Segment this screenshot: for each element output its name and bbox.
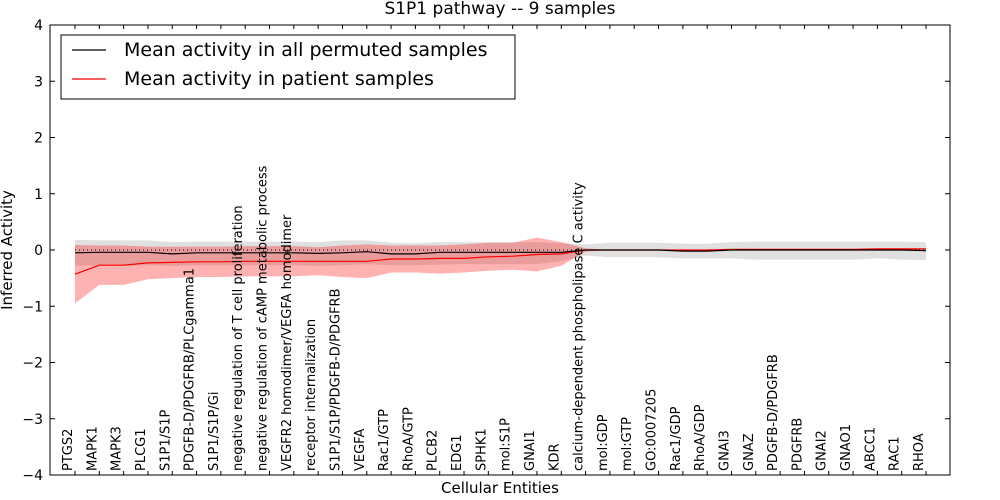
y-tick-label: −2 [22, 356, 43, 372]
category-label: negative regulation of cAMP metabolic pr… [256, 165, 271, 471]
category-label: receptor internalization [304, 319, 319, 471]
category-label: PDGFB-D/PDGFRB/PLCgamma1 [183, 268, 198, 471]
axis-layer: 4 3 2 1 0 −1 −2 −3 −4 [22, 18, 950, 484]
category-label: KDR [547, 443, 562, 471]
category-label: RhoA/GTP [401, 407, 416, 471]
category-label: S1P1/S1P [158, 409, 173, 471]
legend-label-patient: Mean activity in patient samples [124, 68, 434, 90]
category-label: GNAI3 [718, 430, 733, 471]
legend-box [60, 34, 516, 100]
category-label: RAC1 [888, 436, 903, 471]
y-tick-label: −3 [22, 412, 43, 428]
category-label: GNAI1 [523, 430, 538, 471]
category-label: MAPK3 [110, 426, 125, 471]
y-tick-label: −1 [22, 299, 43, 315]
y-axis-label: Inferred Activity [0, 190, 16, 310]
category-label: VEGFA [353, 429, 368, 471]
category-label: PDGFRB [790, 418, 805, 471]
y-tick-label: 4 [34, 18, 43, 34]
category-label: VEGFR2 homodimer/VEGFA homodimer [280, 214, 295, 471]
y-tick-label: 0 [34, 243, 43, 259]
category-label: mol:GTP [620, 417, 635, 471]
category-label: S1P1/S1P/Gi [207, 392, 222, 471]
category-label: GO:0007205 [645, 389, 660, 471]
category-label: negative regulation of T cell proliferat… [231, 205, 246, 471]
category-label: SPHK1 [474, 428, 489, 471]
category-label: EDG1 [450, 434, 465, 471]
category-label: mol:S1P [499, 418, 514, 471]
legend-label-permuted: Mean activity in all permuted samples [124, 39, 487, 61]
category-label: PDGFB-D/PDGFRB [766, 354, 781, 471]
category-label: PLCG1 [134, 428, 149, 471]
x-axis-label: Cellular Entities [441, 479, 559, 497]
category-label: MAPK1 [85, 426, 100, 471]
category-label: Rac1/GTP [377, 409, 392, 471]
category-label: ABCC1 [863, 427, 878, 471]
series-0-line [74, 249, 927, 255]
category-label: PTGS2 [61, 429, 76, 471]
y-tick-label: 2 [34, 131, 43, 147]
y-tick-label: 1 [34, 187, 43, 203]
category-label: mol:GDP [596, 414, 611, 471]
series-1-band [75, 237, 926, 304]
category-label: RHOA [912, 433, 927, 471]
line-layer [74, 248, 927, 275]
category-label: GNAO1 [839, 424, 854, 471]
legend: Mean activity in all permuted samples Me… [60, 34, 516, 100]
category-label: Rac1/GDP [669, 406, 684, 471]
category-label-layer: PTGS2 MAPK1 MAPK3 PLCG1 S1P1/S1P PDGFB-D/PDGF… [61, 165, 927, 471]
category-label: GNAI2 [815, 430, 830, 471]
category-label: S1P1/S1P/PDGFB-D/PDGFRB [329, 288, 344, 471]
y-tick-label: −4 [22, 468, 43, 484]
category-label: RhoA/GDP [693, 404, 708, 471]
category-label: GNAZ [742, 433, 757, 471]
y-tick-label: 3 [34, 74, 43, 90]
chart-title: S1P1 pathway -- 9 samples [384, 0, 615, 19]
category-label: PLCB2 [426, 430, 441, 471]
category-label: calcium-dependent phospholipase C activi… [572, 182, 587, 471]
